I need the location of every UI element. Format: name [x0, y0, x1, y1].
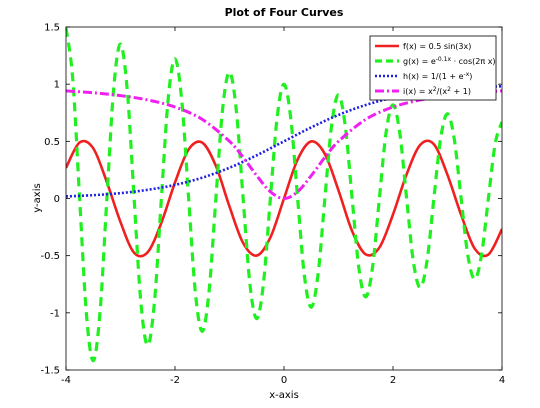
y-tick-label: 1.5 — [44, 23, 60, 34]
y-tick-label: -1.5 — [40, 366, 60, 377]
legend-label-4: i(x) = x2/(x2 + 1) — [403, 86, 471, 96]
legend-label-1: f(x) = 0.5 sin(3x) — [403, 42, 471, 51]
legend-box — [369, 35, 497, 101]
x-tick-label: 0 — [281, 375, 287, 386]
x-tick-label: 4 — [499, 375, 505, 386]
y-tick-label: -0.5 — [40, 251, 60, 262]
chart-title: Plot of Four Curves — [225, 6, 344, 19]
series-line-4 — [66, 89, 502, 200]
y-tick-label: 1 — [54, 80, 60, 91]
x-tick-label: 2 — [390, 375, 396, 386]
series-line-2 — [66, 27, 502, 363]
x-tick-label: -4 — [61, 375, 71, 386]
x-tick-label: -2 — [170, 375, 180, 386]
legend-label-2: g(x) = e-0.1x · cos(2π x) — [403, 56, 496, 66]
y-tick-label: 0 — [54, 194, 60, 205]
y-axis-label: y-axis — [32, 183, 43, 212]
x-axis-label: x-axis — [269, 390, 299, 401]
y-tick-label: -1 — [50, 308, 60, 319]
legend: f(x) = 0.5 sin(3x) g(x) = e-0.1x · cos(2π… — [369, 35, 497, 101]
ticks-layer: -4 -2 0 2 4 -1.5 -1 -0.5 0 0.5 1 1.5 — [40, 23, 505, 387]
y-tick-label: 0.5 — [44, 137, 60, 148]
legend-label-3: h(x) = 1/(1 + e-x) — [403, 71, 472, 81]
